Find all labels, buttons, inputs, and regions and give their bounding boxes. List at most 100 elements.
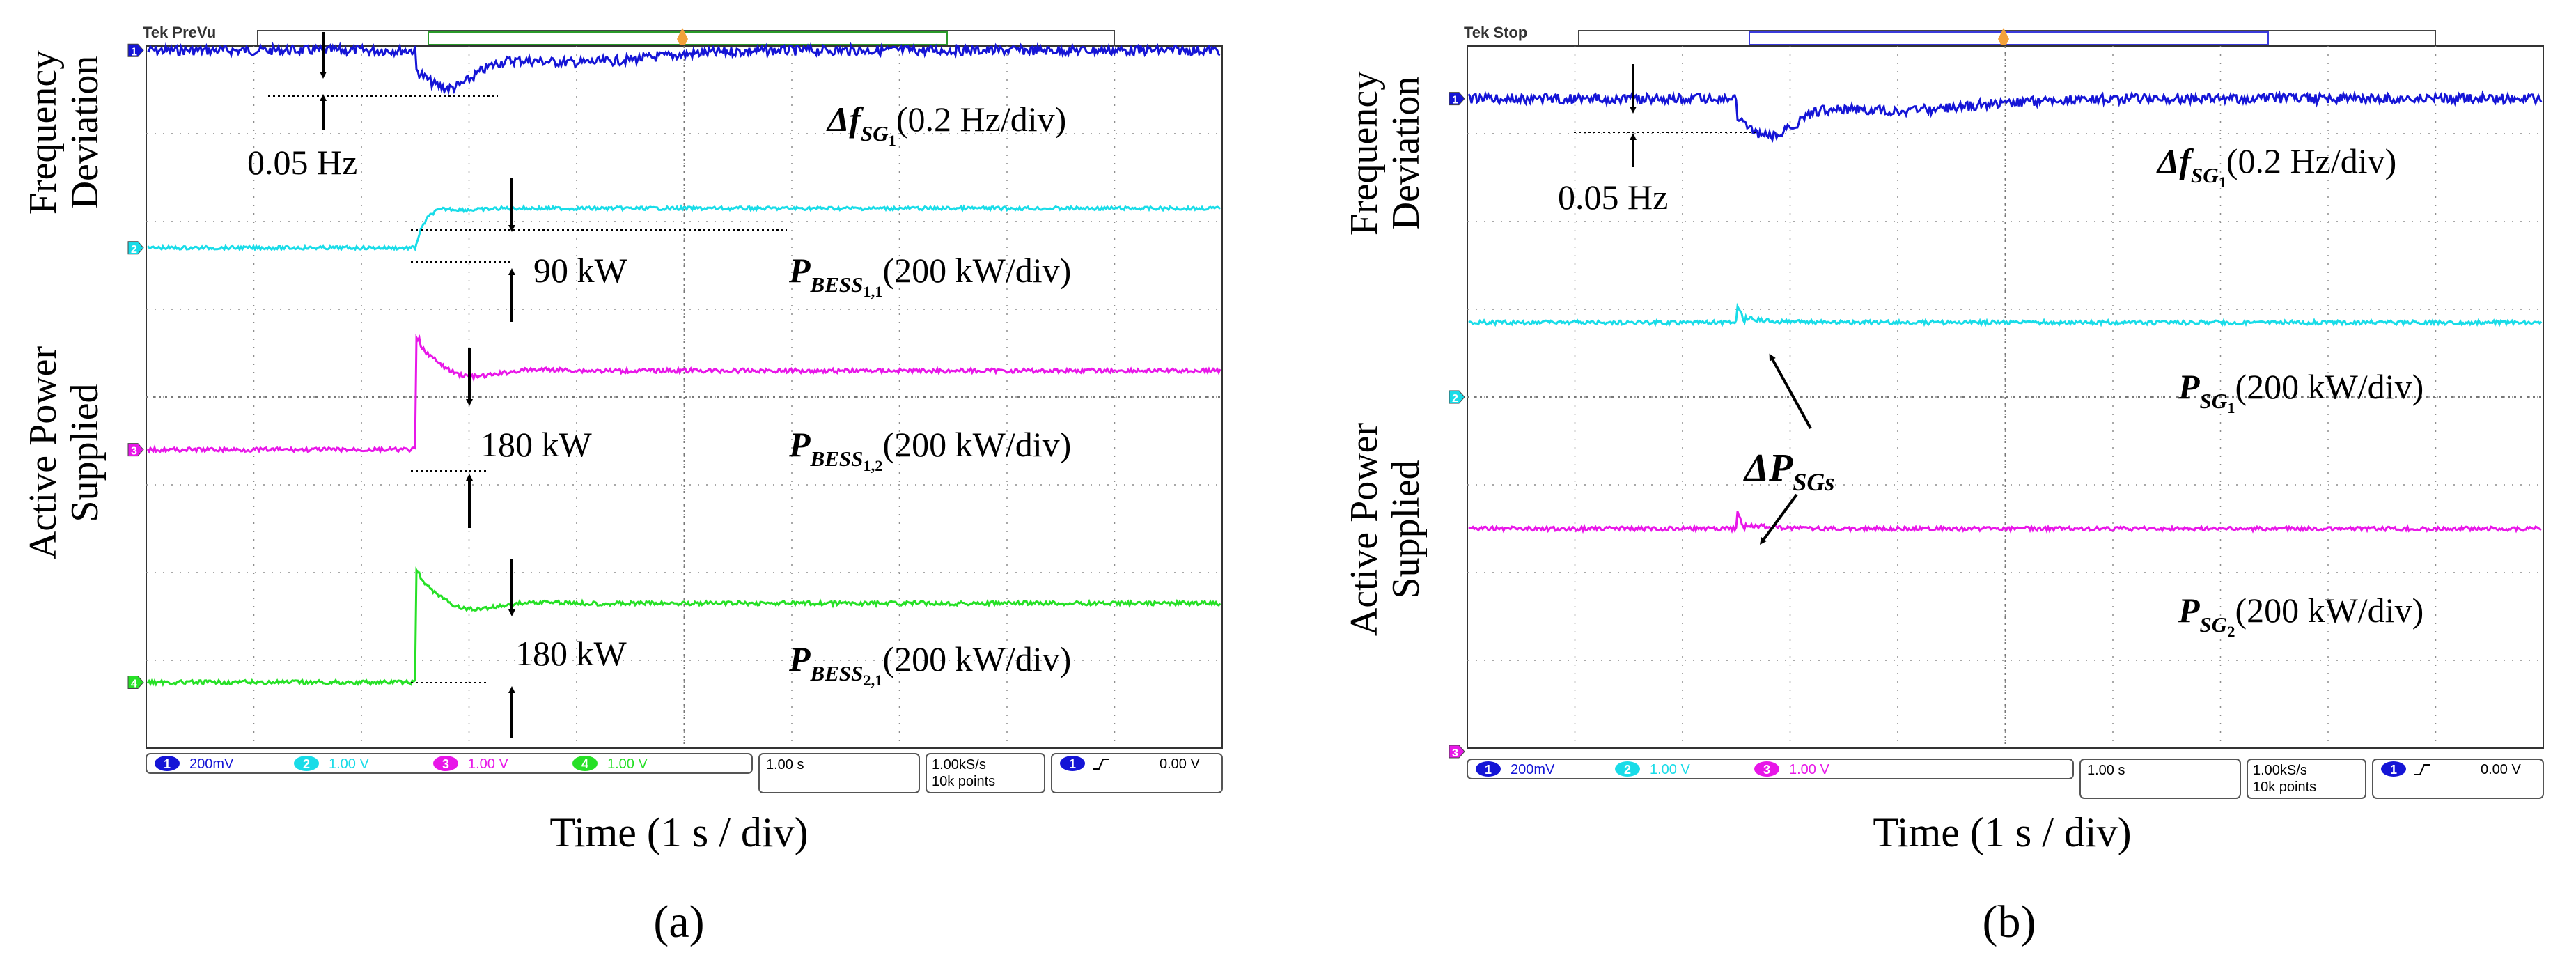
panel-a: Tek PreVu 1 2 3 4 ΔfSG1(0.2 Hz/div) PBESS1,1(2… — [22, 24, 1223, 947]
trigger-channel-number: 1 — [2390, 763, 2397, 777]
trigger-position-marker — [677, 28, 688, 50]
channel-scale-value: 1.00 V — [468, 756, 508, 772]
panel-b: Tek Stop 1 2 3 ΔfSG1(0.2 Hz/div) PSG1(200 kW/… — [1343, 24, 2544, 947]
channel-badge-number: 1 — [164, 757, 171, 771]
channel-badge-number: 4 — [581, 757, 588, 771]
freq-step-label: 0.05 Hz — [247, 143, 357, 182]
trace-P_BESS1,1 — [146, 204, 1221, 252]
channel-marker-1: 1 — [127, 43, 144, 58]
channel-marker-4: 4 — [127, 676, 144, 690]
freq-step-label: 0.05 Hz — [1558, 178, 1668, 217]
trigger-level-value: 0.00 V — [1160, 756, 1200, 772]
channel-badge-number: 1 — [1485, 763, 1492, 777]
channel-marker-shape — [127, 241, 144, 255]
panel-label: (a) — [653, 896, 704, 947]
p12-step-label: 180 kW — [481, 425, 593, 464]
readout-bar: 1 200mV 2 1.00 V 3 1.00 V 4 1.00 V 1.00 s 1.00kS/… — [146, 753, 1223, 793]
channel-badge — [1754, 761, 1779, 777]
trace-P_SG2 — [1468, 511, 2542, 534]
trigger-box — [1051, 753, 1223, 793]
p11-step-label: 90 kW — [533, 251, 628, 290]
trigger-channel-badge — [2381, 761, 2406, 777]
timebase-value: 1.00 s — [2087, 763, 2125, 778]
sample-rate-value: 1.00kS/s — [2253, 763, 2307, 778]
trace-label-Δf_SG1: ΔfSG1(0.2 Hz/div) — [2156, 141, 2396, 191]
channel-marker-number: 1 — [1452, 95, 1458, 107]
channel-marker-2: 2 — [1449, 390, 1465, 405]
trace-P_BESS1,2 — [146, 334, 1221, 455]
channel-badge — [294, 756, 319, 771]
channel-marker-number: 1 — [131, 46, 137, 58]
channel-scale-value: 1.00 V — [1650, 762, 1690, 777]
trace-label-P_SG2: PSG2(200 kW/div) — [2178, 591, 2423, 640]
sample-rate-box — [2247, 759, 2366, 799]
trigger-slope-icon — [2414, 764, 2430, 775]
ylabel-top: FrequencyDeviation — [1343, 71, 1428, 235]
trigger-position-marker — [1998, 28, 2009, 50]
channel-marker-shape — [1449, 92, 1465, 106]
trace-P_BESS2,1 — [146, 566, 1221, 688]
p21-step-label: 180 kW — [515, 634, 627, 673]
panel-label: (b) — [1983, 896, 2036, 947]
trigger-slope-icon — [1093, 759, 1109, 770]
graticule — [1467, 45, 2544, 749]
record-length-value: 10k points — [932, 774, 995, 789]
channel-badge — [572, 756, 598, 771]
delta-p-arrow-up — [1769, 353, 1812, 429]
trigger-channel-number: 1 — [1069, 757, 1076, 771]
channel-marker-3: 3 — [127, 443, 144, 458]
trace-Δf_SG1 — [1467, 90, 2543, 143]
channel-marker-3: 3 — [1449, 745, 1465, 759]
channel-marker-number: 2 — [131, 244, 137, 256]
trigger-level-value: 0.00 V — [2481, 762, 2521, 777]
trace-label-P_BESS2,1: PBESS2,1(200 kW/div) — [788, 639, 1071, 689]
channel-marker-number: 3 — [1452, 747, 1458, 759]
channel-scale-value: 1.00 V — [607, 756, 648, 772]
trigger-channel-badge — [1060, 756, 1085, 771]
channel-marker-number: 4 — [131, 678, 137, 690]
timebase-box — [758, 753, 920, 793]
channel-marker-2: 2 — [127, 241, 144, 256]
trace-label-Δf_SG1: ΔfSG1(0.2 Hz/div) — [826, 100, 1066, 149]
timebase-value: 1.00 s — [766, 757, 804, 772]
channel-badge — [1615, 761, 1640, 777]
sample-rate-value: 1.00kS/s — [932, 757, 986, 772]
channel-marker-shape — [127, 443, 144, 457]
ylabel-bottom: Active PowerSupplied — [1343, 422, 1428, 636]
trace-label-P_BESS1,2: PBESS1,2(200 kW/div) — [788, 425, 1071, 474]
channel-scale-value: 1.00 V — [1789, 762, 1829, 777]
record-length-value: 10k points — [2253, 779, 2316, 795]
channel-marker-shape — [1449, 745, 1465, 759]
channel-marker-number: 3 — [131, 446, 137, 458]
channel-marker-shape — [127, 43, 144, 57]
channel-marker-shape — [1449, 390, 1465, 404]
channel-badge-number: 3 — [442, 757, 449, 771]
trigger-box — [2372, 759, 2544, 799]
channel-scale-value: 200mV — [189, 756, 234, 772]
channel-scale-value: 1.00 V — [329, 756, 369, 772]
channel-badge-number: 2 — [1624, 763, 1631, 777]
channel-scale-value: 200mV — [1511, 762, 1555, 777]
trace-Δf_SG1 — [147, 41, 1221, 95]
channel-badge-number: 3 — [1763, 763, 1770, 777]
trace-label-P_BESS1,1: PBESS1,1(200 kW/div) — [788, 251, 1071, 300]
channel-marker-shape — [127, 676, 144, 689]
timebase-box — [2079, 759, 2241, 799]
sample-rate-box — [926, 753, 1045, 793]
scope-status: Tek PreVu — [143, 24, 216, 41]
trace-P_SG1 — [1468, 302, 2543, 327]
channel-marker-number: 2 — [1452, 393, 1458, 405]
delta-p-arrow-down — [1760, 493, 1798, 545]
xlabel: Time (1 s / div) — [1873, 809, 2131, 855]
ylabel-top: FrequencyDeviation — [22, 50, 107, 215]
trace-label-P_SG1: PSG1(200 kW/div) — [2178, 367, 2423, 417]
channel-badge — [1476, 761, 1501, 777]
record-window — [428, 31, 948, 45]
channel-badge-number: 2 — [303, 757, 310, 771]
channel-marker-1: 1 — [1449, 92, 1465, 107]
delta-p-sgs-label: ΔPSGs — [1743, 446, 1834, 496]
channel-badge — [433, 756, 458, 771]
ylabel-bottom: Active PowerSupplied — [22, 345, 107, 559]
